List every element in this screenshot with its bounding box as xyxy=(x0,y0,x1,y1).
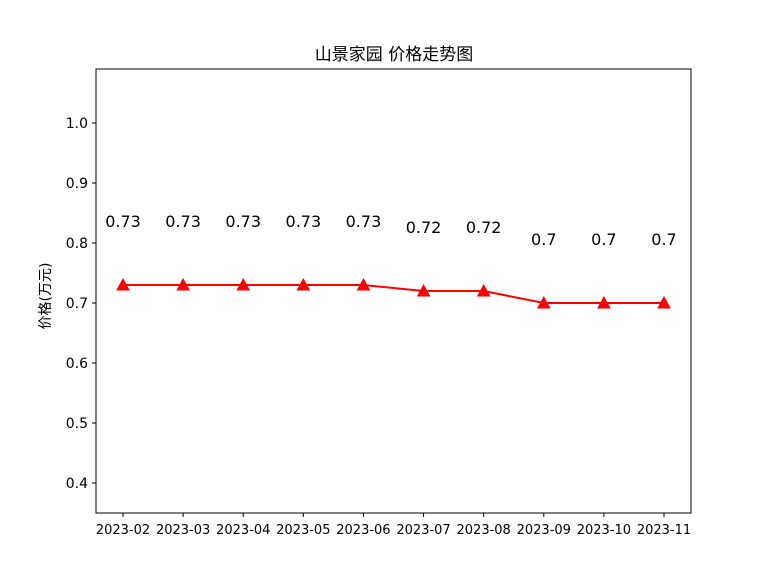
data-point-marker xyxy=(356,277,371,291)
y-tick-label: 1.0 xyxy=(66,116,88,132)
x-tick-label: 2023-05 xyxy=(276,523,330,538)
data-value-label: 0.7 xyxy=(591,230,616,249)
data-value-label: 0.7 xyxy=(651,230,676,249)
data-point-marker xyxy=(236,277,251,291)
y-tick-label: 0.8 xyxy=(66,236,88,252)
data-value-label: 0.73 xyxy=(225,212,261,231)
x-tick-label: 2023-04 xyxy=(216,523,270,538)
x-tick-label: 2023-09 xyxy=(517,523,571,538)
x-tick-label: 2023-08 xyxy=(457,523,511,538)
data-value-label: 0.72 xyxy=(466,218,502,237)
plot-frame xyxy=(95,68,692,514)
data-point-marker xyxy=(296,277,311,291)
y-axis-label: 价格(万元) xyxy=(38,263,54,330)
x-tick-label: 2023-03 xyxy=(156,523,210,538)
y-tick-label: 0.6 xyxy=(66,356,88,372)
data-point-marker xyxy=(476,283,491,297)
chart-title: 山景家园 价格走势图 xyxy=(315,45,473,65)
data-point-marker xyxy=(116,277,130,291)
y-tick-label: 0.5 xyxy=(66,416,88,432)
data-value-label: 0.7 xyxy=(531,230,556,249)
data-value-label: 0.73 xyxy=(165,212,201,231)
data-point-marker xyxy=(657,295,671,309)
data-value-label: 0.73 xyxy=(105,212,141,231)
price-series xyxy=(116,277,671,309)
y-tick-label: 0.9 xyxy=(66,176,88,192)
data-value-label: 0.73 xyxy=(346,212,382,231)
data-point-marker xyxy=(416,283,431,297)
series-line xyxy=(123,284,664,304)
data-point-marker xyxy=(176,277,190,291)
data-point-marker xyxy=(536,295,551,309)
y-tick-label: 0.7 xyxy=(66,296,88,312)
data-labels: 0.73 0.73 0.73 0.73 0.73 0.72 0.72 0.7 0.7 0.7 xyxy=(105,212,677,249)
x-tick-label: 2023-11 xyxy=(637,523,691,538)
data-value-label: 0.72 xyxy=(406,218,442,237)
x-axis: 2023-02 2023-03 2023-04 2023-05 2023-06 2023-… xyxy=(96,513,691,538)
data-value-label: 0.73 xyxy=(286,212,322,231)
x-tick-label: 2023-06 xyxy=(336,523,390,538)
y-tick-label: 0.4 xyxy=(66,476,88,492)
y-axis: 0.4 0.5 0.6 0.7 0.8 0.9 1.0 xyxy=(66,116,96,492)
x-tick-label: 2023-02 xyxy=(96,523,150,538)
data-point-marker xyxy=(597,295,611,309)
x-tick-label: 2023-07 xyxy=(396,523,450,538)
x-tick-label: 2023-10 xyxy=(577,523,631,538)
